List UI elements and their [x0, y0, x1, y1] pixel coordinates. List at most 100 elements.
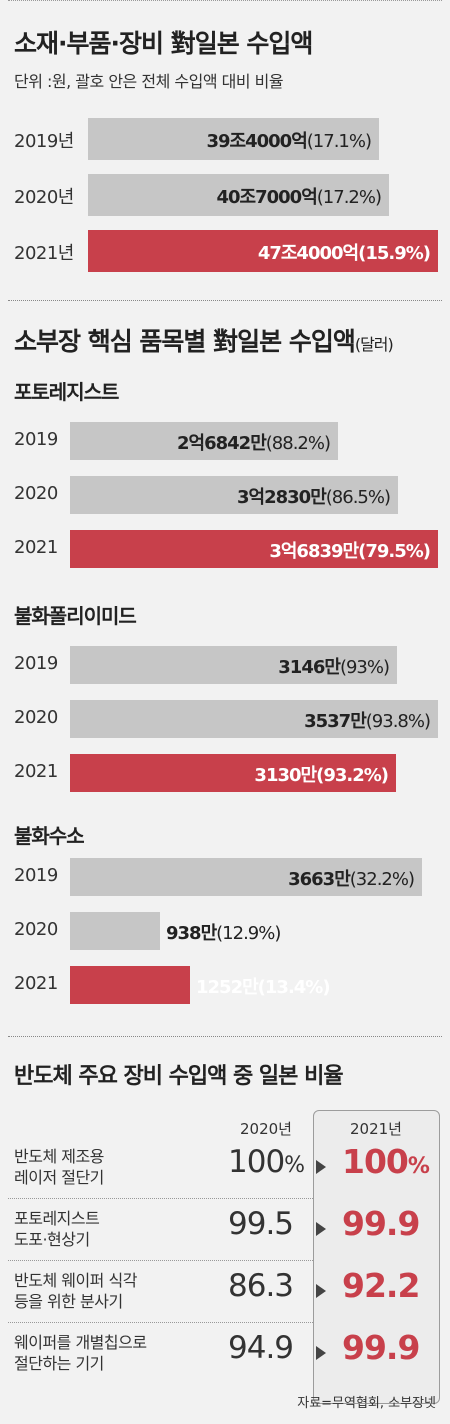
value-2021: 92.2 [342, 1266, 420, 1305]
bar-share: (93.8%) [365, 711, 431, 732]
year-label: 2019 [14, 653, 58, 674]
bar-value-label: 40조7000억(17.2%) [216, 183, 382, 209]
bar-value: 39조4000억 [206, 131, 307, 152]
bar-value-label: 3146만(93%) [278, 653, 390, 679]
bar-share: (93%) [339, 657, 390, 678]
section2-title: 소부장 핵심 품목별 對일본 수입액(달러) [14, 327, 394, 356]
value-2021: 100% [342, 1142, 430, 1181]
section3-title: 반도체 주요 장비 수입액 중 일본 비율 [14, 1064, 344, 1089]
col-2020-header: 2020년 [240, 1120, 292, 1138]
value-2020: 100% [228, 1144, 305, 1180]
row-divider [8, 1322, 313, 1323]
polyimide-heading: 불화폴리이미드 [14, 604, 137, 628]
equipment-label-line1: 반도체 제조용 [14, 1147, 104, 1166]
bar-share: (17.2%) [316, 187, 382, 208]
value-2021-unit: % [407, 1154, 430, 1179]
bar-value-label: 39조4000억(17.1%) [206, 127, 372, 153]
year-label: 2021 [14, 761, 58, 782]
equipment-label-line1: 웨이퍼를 개별칩으로 [14, 1333, 147, 1352]
bar-share: (15.9%) [358, 243, 431, 264]
year-label: 2021년 [14, 243, 74, 264]
bar-value-label: 3537만(93.8%) [304, 707, 431, 733]
bar-value-label: 3663만(32.2%) [288, 865, 415, 891]
hydrogen-fluoride-heading: 불화수소 [14, 824, 85, 848]
bar-share: (79.5%) [358, 541, 431, 562]
arrow-right-icon [316, 1284, 326, 1298]
value-2021: 99.9 [342, 1204, 420, 1243]
year-label: 2019년 [14, 131, 74, 152]
bar-value-label: 2억6842만(88.2%) [177, 429, 331, 455]
bar-value: 1252만 [196, 977, 259, 998]
bar-value: 47조4000억 [257, 243, 359, 264]
bar [70, 646, 397, 684]
value-2020: 86.3 [228, 1268, 294, 1304]
bar [70, 966, 190, 1004]
value-2020: 94.9 [228, 1330, 294, 1366]
bar-value: 3146만 [278, 657, 341, 678]
bar-value: 3663만 [288, 869, 351, 890]
bar [70, 700, 438, 738]
bar-value: 3537만 [304, 711, 367, 732]
section2-title-unit: (달러) [354, 335, 394, 354]
bar-share: (93.2%) [316, 765, 389, 786]
bar-share: (32.2%) [349, 869, 415, 890]
source-note: 자료=무역협회, 소부장넷 [297, 1396, 436, 1411]
top-divider [8, 0, 442, 1]
bar-value: 40조7000억 [216, 187, 317, 208]
arrow-right-icon [316, 1222, 326, 1236]
bar-share: (17.1%) [306, 131, 372, 152]
bar [70, 858, 422, 896]
bar-value-label: 3130만(93.2%) [254, 761, 389, 787]
bar-value: 3억6839만 [269, 541, 359, 562]
year-label: 2019 [14, 429, 58, 450]
bar [70, 912, 160, 950]
section1-title: 소재·부품·장비 對일본 수입액 [14, 29, 313, 58]
bar-value-label: 47조4000억(15.9%) [257, 239, 431, 265]
year-label: 2020년 [14, 187, 74, 208]
row-divider [8, 1260, 313, 1261]
row-divider [8, 1198, 313, 1199]
year-label: 2021 [14, 537, 58, 558]
value-2021: 99.9 [342, 1328, 420, 1367]
equipment-label-line2: 절단하는 기기 [14, 1354, 104, 1373]
year-label: 2019 [14, 865, 58, 886]
bar-value: 938만 [166, 923, 217, 944]
equipment-label-line2: 레이저 절단기 [14, 1168, 104, 1187]
year-label: 2020 [14, 707, 58, 728]
bar [70, 422, 338, 460]
year-2021-highlight-box [313, 1110, 440, 1404]
bar-value: 2억6842만 [177, 433, 267, 454]
bar-value-label: 3억2830만(86.5%) [237, 483, 391, 509]
value-2020-unit: % [284, 1153, 305, 1178]
year-label: 2020 [14, 919, 58, 940]
bar [88, 118, 379, 160]
bar-share: (12.9%) [216, 923, 281, 944]
col-2021-header: 2021년 [350, 1120, 402, 1138]
section-divider [8, 1036, 442, 1037]
bar-value-label: 938만(12.9%) [166, 919, 281, 945]
bar-value-label: 3억6839만(79.5%) [269, 537, 431, 563]
bar [88, 230, 438, 272]
bar-share: (13.4%) [257, 977, 331, 998]
bar [70, 476, 398, 514]
bar [70, 754, 396, 792]
value-2020: 99.5 [228, 1206, 294, 1242]
bar-value: 3130만 [254, 765, 317, 786]
bar-share: (86.5%) [325, 487, 391, 508]
section-divider [8, 300, 442, 301]
bar [88, 174, 389, 216]
equipment-label-line2: 등을 위한 분사기 [14, 1292, 123, 1311]
equipment-label-line2: 도포·현상기 [14, 1230, 90, 1249]
bar-value: 3억2830만 [237, 487, 327, 508]
section1-subtitle: 단위 :원, 괄호 안은 전체 수입액 대비 비율 [14, 72, 284, 91]
arrow-right-icon [316, 1346, 326, 1360]
equipment-label-line1: 포토레지스트 [14, 1209, 100, 1228]
year-label: 2021 [14, 973, 58, 994]
bar-share: (88.2%) [265, 433, 331, 454]
year-label: 2020 [14, 483, 58, 504]
equipment-label-line1: 반도체 웨이퍼 식각 [14, 1271, 137, 1290]
